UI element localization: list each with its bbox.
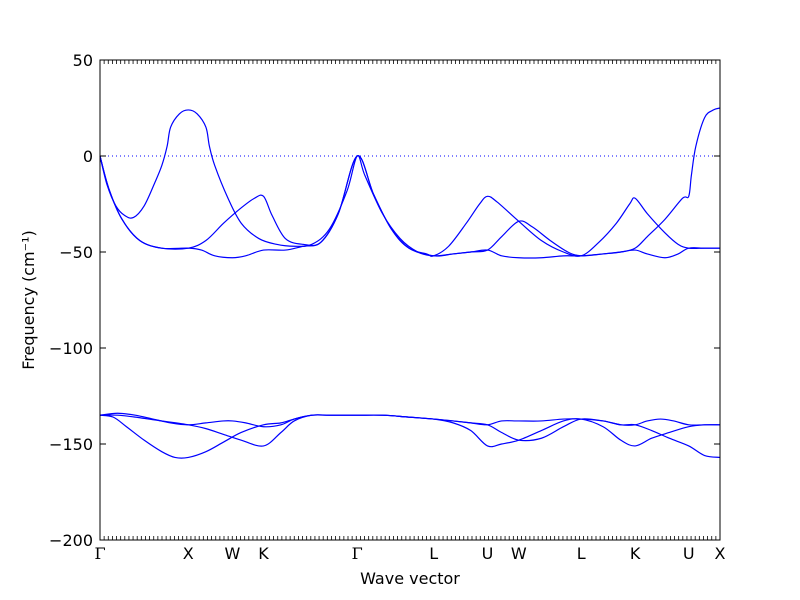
y-tick-label: −150 [49, 435, 93, 454]
plot-frame [99, 59, 721, 541]
series-line-2 [99, 155, 720, 257]
y-tick-label: −100 [49, 339, 93, 358]
x-tick-label: U [683, 544, 695, 563]
x-tick-label: X [715, 544, 726, 563]
x-tick-label: K [258, 544, 269, 563]
y-tick-label: −200 [49, 531, 93, 550]
y-tick-label: 0 [83, 147, 93, 166]
series-line-3 [99, 155, 720, 259]
x-tick-label: L [429, 544, 438, 563]
y-tick-label: 50 [73, 51, 93, 70]
series-line-6 [99, 414, 721, 459]
y-tick-label: −50 [59, 243, 93, 262]
x-tick-label: W [511, 544, 527, 563]
x-axis-label: Wave vector [360, 569, 460, 588]
series-line-1 [99, 107, 721, 257]
x-tick-label: X [183, 544, 194, 563]
x-tick-label: W [224, 544, 240, 563]
y-tick-labels: 50 0 −50 −100 −150 −200 [49, 51, 93, 550]
x-tick-label: Γ [352, 544, 363, 563]
y-axis-label: Frequency (cm⁻¹) [19, 230, 38, 369]
tick-layer [99, 59, 721, 541]
series-layer [99, 107, 721, 459]
x-tick-label: L [577, 544, 586, 563]
series-line-5 [99, 414, 721, 448]
x-tick-label: Γ [94, 544, 105, 563]
x-tick-label: U [482, 544, 494, 563]
x-tick-label: K [630, 544, 641, 563]
